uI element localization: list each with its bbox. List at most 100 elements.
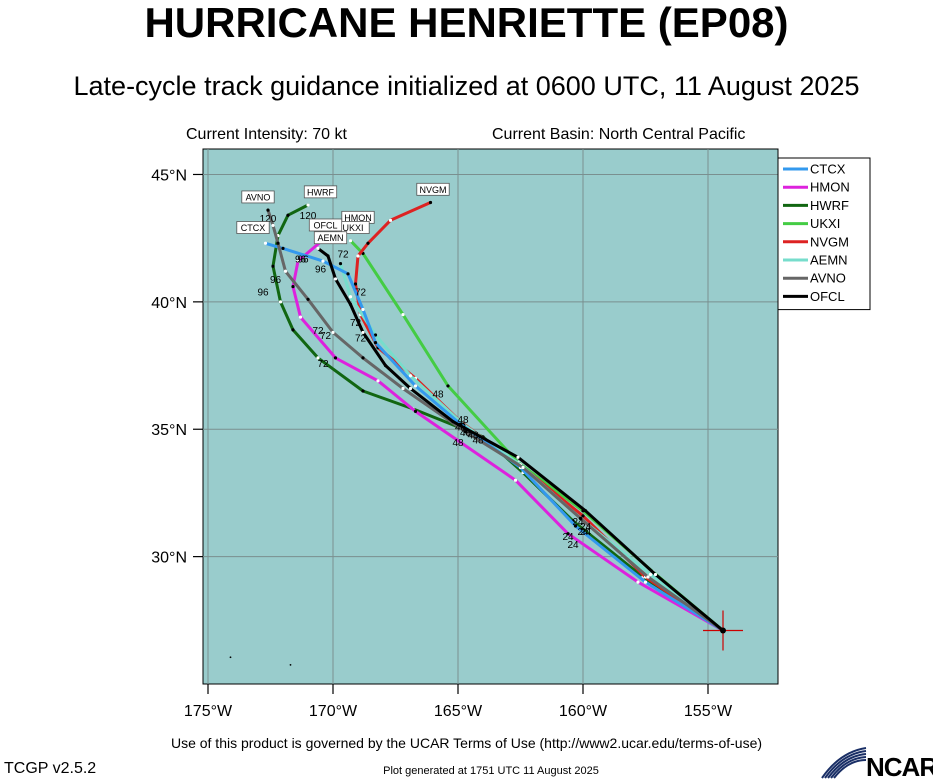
track-point-avno bbox=[463, 430, 468, 434]
track-point-ofcl bbox=[516, 455, 520, 459]
track-point-avno bbox=[306, 297, 310, 301]
forecast-hour-label-avno: 120 bbox=[260, 214, 277, 225]
track-point-hmon bbox=[636, 580, 640, 584]
track-point-nvgm bbox=[581, 514, 585, 518]
current-intensity: Current Intensity: 70 kt bbox=[186, 126, 347, 143]
model-tag-ctcx: CTCX bbox=[241, 223, 266, 233]
ncar-swoosh bbox=[827, 753, 867, 779]
track-point-avno bbox=[271, 223, 275, 228]
y-tick-label: 45°N bbox=[151, 167, 187, 184]
track-ofcl bbox=[316, 246, 725, 632]
track-point-hmon bbox=[413, 409, 418, 414]
track-point-avno bbox=[266, 208, 270, 212]
track-point-ofcl bbox=[361, 330, 365, 335]
track-point-ofcl bbox=[326, 254, 330, 258]
track-point-hwrf bbox=[361, 389, 365, 393]
track-point-ctcx bbox=[346, 272, 350, 276]
legend-label-aemn: AEMN bbox=[810, 253, 848, 268]
ncar-logo-mark bbox=[821, 747, 867, 779]
legend: CTCX HMON HWRF UKXI NVGM AEMN AVNO OFCL bbox=[777, 157, 871, 311]
track-point-avno bbox=[276, 241, 280, 245]
chart-title: HURRICANE HENRIETTE (EP08) bbox=[144, 0, 789, 46]
model-tag-ukxi: UKXI bbox=[342, 223, 363, 233]
forecast-hour-label-aemn: 48 bbox=[455, 423, 467, 434]
track-point-nvgm bbox=[428, 200, 433, 205]
ncar-logo: NCAR bbox=[866, 752, 933, 782]
x-tick-label: 155°W bbox=[684, 703, 733, 720]
terms-of-use: Use of this product is governed by the U… bbox=[170, 735, 763, 751]
current-basin: Current Basin: North Central Pacific bbox=[492, 126, 746, 143]
chart-subtitle: Late-cycle track guidance initialized at… bbox=[73, 71, 860, 101]
model-tag-box bbox=[303, 185, 338, 199]
model-tag-hmon: HMON bbox=[344, 213, 372, 223]
track-point-ofcl bbox=[653, 572, 658, 577]
forecast-hour-label-ofcl: 72 bbox=[355, 334, 367, 345]
track-point-ukxi bbox=[401, 312, 405, 317]
island-marker bbox=[229, 656, 232, 659]
forecast-hour-label-avno: 72 bbox=[312, 326, 324, 337]
track-hmon bbox=[291, 229, 725, 632]
legend-label-avno: AVNO bbox=[810, 271, 846, 286]
track-point-ctcx bbox=[413, 384, 418, 388]
forecast-hour-label-aemn: 72 bbox=[350, 318, 362, 329]
track-point-ofcl bbox=[333, 277, 338, 281]
legend-label-ukxi: UKXI bbox=[810, 216, 840, 231]
forecast-hour-label-ctcx: 72 bbox=[355, 288, 367, 299]
track-point-ofcl bbox=[383, 363, 388, 368]
track-point-ofcl bbox=[451, 419, 455, 424]
track-point-hwrf bbox=[286, 213, 290, 217]
x-tick-label: 170°W bbox=[309, 703, 358, 720]
track-point-hwrf bbox=[306, 203, 310, 207]
track-point-ctcx bbox=[643, 580, 648, 584]
track-point-hmon bbox=[296, 259, 300, 263]
ncar-swoosh bbox=[833, 759, 867, 779]
forecast-hour-label-ctcx: 24 bbox=[577, 527, 589, 538]
track-point-hwrf bbox=[291, 328, 295, 332]
x-tick-label: 175°W bbox=[184, 703, 233, 720]
track-point-ukxi bbox=[348, 239, 353, 243]
forecast-hour-label-hwrf: 24 bbox=[562, 532, 574, 543]
generated-timestamp: Plot generated at 1751 UTC 11 August 202… bbox=[383, 765, 599, 777]
forecast-hour-label-hmon: 48 bbox=[472, 435, 484, 446]
forecast-hour-label-ofcl: 24 bbox=[580, 522, 592, 533]
model-tag-box bbox=[416, 182, 450, 196]
forecast-hour-label-ofcl: 96 bbox=[315, 265, 327, 276]
track-point-hwrf bbox=[316, 356, 320, 360]
track-point-ctcx bbox=[573, 524, 578, 528]
forecast-hour-label-hmon: 72 bbox=[320, 331, 332, 342]
track-point-hmon bbox=[298, 315, 303, 319]
ncar-swoosh bbox=[830, 756, 867, 779]
forecast-hour-label-hwrf: 120 bbox=[300, 211, 317, 222]
track-point-avno bbox=[361, 356, 365, 360]
track-point-nvgm bbox=[366, 241, 370, 245]
model-tag-box bbox=[308, 218, 343, 232]
island-marker bbox=[289, 663, 292, 666]
forecast-hour-label-ukxi: 48 bbox=[432, 390, 444, 401]
track-point-ofcl bbox=[408, 386, 413, 391]
track-point-avno bbox=[331, 330, 335, 335]
model-tag-avno: AVNO bbox=[246, 192, 271, 202]
track-point-aemn bbox=[338, 262, 343, 266]
track-point-aemn bbox=[408, 374, 413, 378]
track-point-hmon bbox=[513, 478, 518, 482]
y-tick-label: 35°N bbox=[151, 422, 187, 439]
legend-box bbox=[777, 157, 871, 311]
track-point-ctcx bbox=[281, 246, 285, 250]
model-tag-aemn: AEMN bbox=[317, 233, 343, 243]
forecast-hour-label-ctcx: 96 bbox=[297, 255, 309, 266]
y-tick-label: 30°N bbox=[151, 550, 187, 567]
legend-label-ofcl: OFCL bbox=[810, 289, 845, 304]
forecast-hour-label-hmon: 96 bbox=[295, 255, 307, 266]
track-point-hmon bbox=[333, 356, 338, 360]
model-tag-box bbox=[241, 190, 275, 204]
track-point-ctcx bbox=[361, 307, 365, 312]
track-point-avno bbox=[578, 516, 583, 521]
track-point-avno bbox=[401, 386, 405, 391]
track-ctcx bbox=[264, 241, 725, 632]
track-point-hmon bbox=[291, 284, 295, 289]
track-point-ofcl bbox=[583, 509, 588, 513]
model-tag-ofcl: OFCL bbox=[313, 220, 337, 230]
forecast-hour-label-hmon: 24 bbox=[567, 540, 579, 551]
forecast-hour-label-avno: 24 bbox=[580, 527, 592, 538]
forecast-hour-label-hwrf: 96 bbox=[257, 288, 269, 299]
